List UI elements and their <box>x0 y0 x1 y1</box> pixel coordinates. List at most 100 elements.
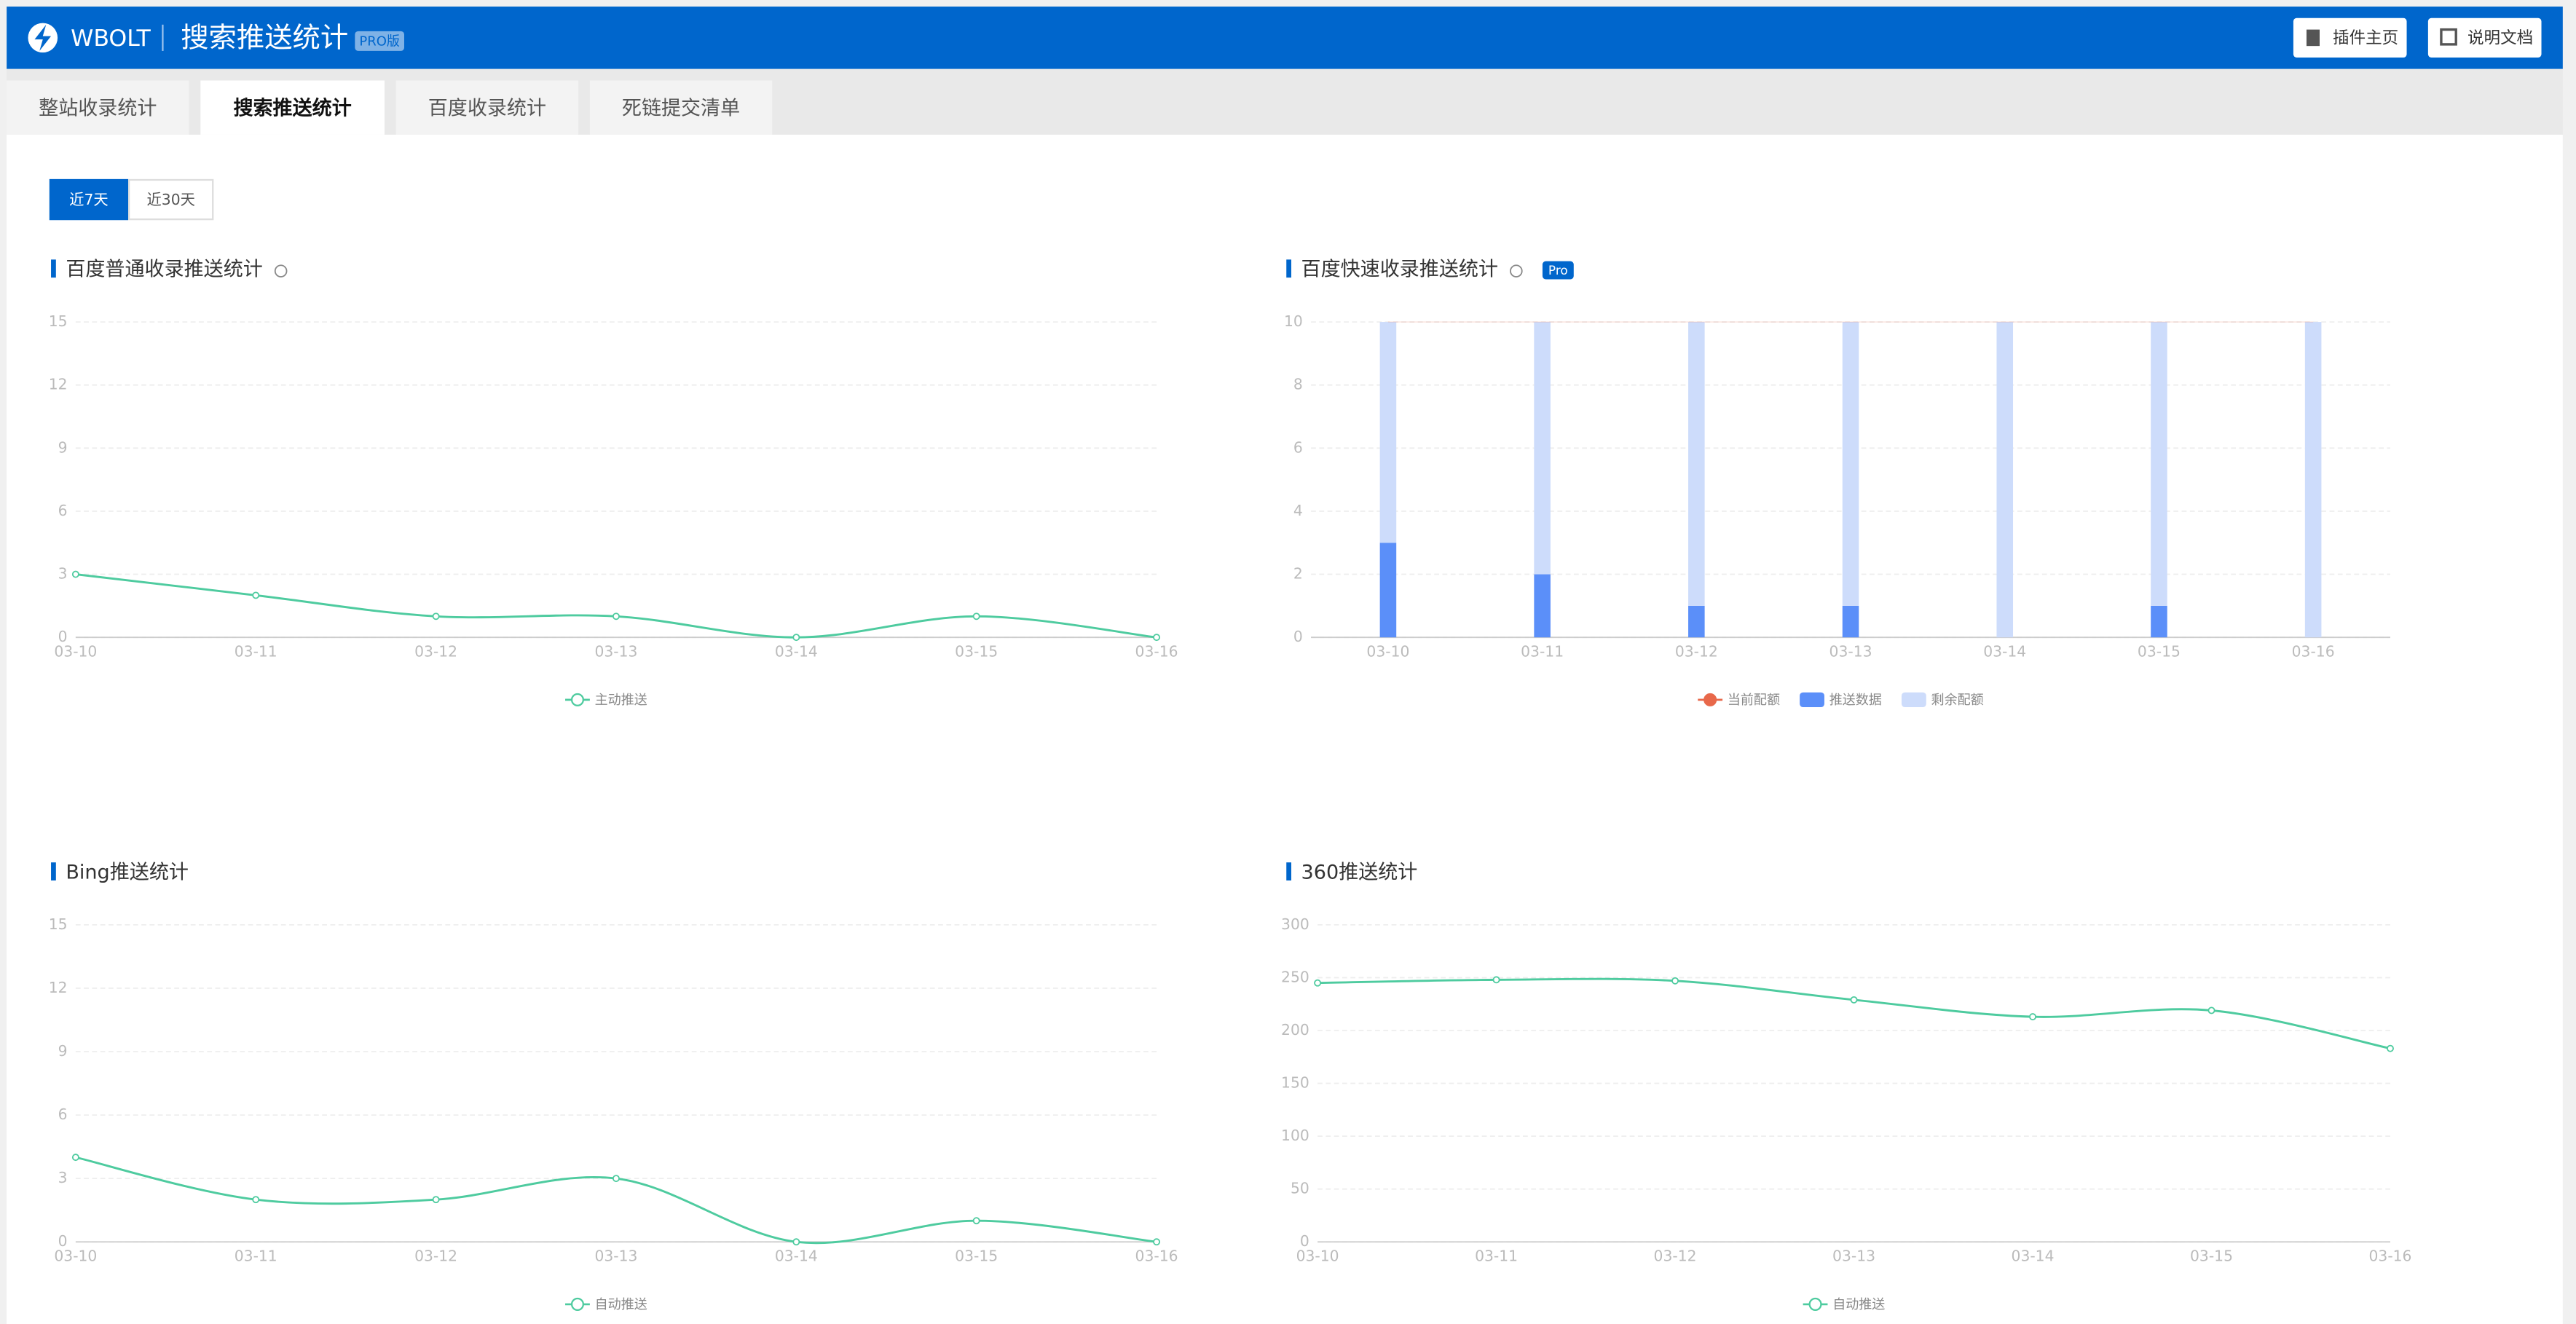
y-tick-label: 6 <box>1293 438 1303 456</box>
y-tick-label: 0 <box>58 628 68 645</box>
pro-badge-text: Pro <box>1548 263 1568 277</box>
y-tick-label: 300 <box>1281 915 1309 933</box>
chart-title: Bing推送统计 <box>66 861 189 883</box>
y-tick-label: 15 <box>49 312 68 330</box>
range-30-label[interactable]: 近30天 <box>146 191 194 208</box>
tab-label[interactable]: 搜索推送统计 <box>233 96 351 119</box>
title-marker <box>1286 259 1292 278</box>
y-tick-label: 9 <box>58 438 68 456</box>
legend-swatch <box>1800 692 1824 708</box>
y-tick-label: 0 <box>1293 628 1303 645</box>
plugin-home-button[interactable] <box>2293 17 2407 58</box>
bar <box>1379 543 1397 638</box>
help-icon <box>274 264 288 277</box>
tab-label[interactable]: 百度收录统计 <box>428 97 546 119</box>
pro-badge <box>355 31 404 51</box>
point <box>792 1238 800 1246</box>
y-tick-label: 3 <box>58 565 68 583</box>
x-tick-label: 03-16 <box>1135 1248 1178 1265</box>
y-tick-label: 200 <box>1281 1021 1309 1039</box>
x-tick-label: 03-12 <box>1675 642 1718 660</box>
range-7-label[interactable]: 近7天 <box>69 191 109 208</box>
bar <box>1688 322 1705 606</box>
legend-dot <box>1703 693 1717 706</box>
x-tick-label: 03-15 <box>2190 1248 2233 1265</box>
legend-dot <box>570 693 584 706</box>
x-tick-label: 03-12 <box>414 642 457 660</box>
y-tick-label: 0 <box>58 1232 68 1250</box>
tab[interactable] <box>200 80 385 135</box>
bar <box>2151 322 2167 606</box>
docs-icon <box>2440 28 2457 46</box>
tab[interactable] <box>395 80 579 135</box>
y-tick-label: 15 <box>49 915 68 933</box>
x-tick-label: 03-14 <box>775 642 818 660</box>
legend-label: 剩余配额 <box>1931 693 1984 708</box>
range-30-button[interactable] <box>128 178 214 221</box>
x-tick-label: 03-11 <box>1475 1248 1518 1265</box>
y-tick-label: 10 <box>1284 312 1303 330</box>
point <box>1671 977 1679 985</box>
y-tick-label: 250 <box>1281 968 1309 985</box>
y-tick-label: 8 <box>1293 376 1303 393</box>
tab-bar <box>7 68 2563 135</box>
point <box>432 612 440 620</box>
y-tick-label: 0 <box>1300 1232 1309 1250</box>
tab-label[interactable]: 死链提交清单 <box>622 97 740 119</box>
point <box>972 1217 980 1225</box>
x-tick-label: 03-12 <box>414 1248 457 1265</box>
logo-bolt <box>34 24 52 51</box>
bar <box>1996 322 2014 638</box>
title-marker <box>51 259 56 278</box>
point <box>792 634 800 642</box>
content <box>7 134 2563 1324</box>
tab-label[interactable]: 整站收录统计 <box>39 97 157 119</box>
pro-badge-text: PRO版 <box>359 34 400 50</box>
docs-label[interactable]: 说明文档 <box>2467 29 2533 48</box>
bar <box>1534 322 1551 575</box>
y-tick-label: 9 <box>58 1042 68 1060</box>
point <box>2387 1044 2394 1052</box>
title-marker <box>1286 862 1292 880</box>
point <box>1314 979 1322 987</box>
x-tick-label: 03-16 <box>1135 642 1178 660</box>
y-tick-label: 6 <box>58 1106 68 1123</box>
point <box>1492 976 1500 984</box>
x-tick-label: 03-11 <box>235 642 277 660</box>
bar <box>1842 322 1859 606</box>
x-tick-label: 03-11 <box>1521 642 1564 660</box>
point <box>2029 1013 2036 1021</box>
point <box>71 570 79 578</box>
tab[interactable] <box>589 80 773 135</box>
header-bar <box>7 7 2563 69</box>
legend-label: 推送数据 <box>1829 693 1882 708</box>
y-tick-label: 50 <box>1291 1180 1309 1197</box>
x-tick-label: 03-12 <box>1654 1248 1697 1265</box>
docs-button[interactable] <box>2427 17 2542 58</box>
chart-title: 360推送统计 <box>1301 861 1418 883</box>
x-tick-label: 03-10 <box>54 1248 97 1265</box>
bar <box>1688 605 1705 638</box>
point <box>252 1196 260 1204</box>
x-tick-label: 03-15 <box>955 1248 998 1265</box>
range-7-button[interactable] <box>49 178 129 221</box>
x-tick-label: 03-10 <box>54 642 97 660</box>
bar <box>1534 574 1551 638</box>
bar <box>1379 322 1397 543</box>
x-tick-label: 03-13 <box>1832 1248 1875 1265</box>
x-tick-label: 03-11 <box>235 1248 277 1265</box>
y-tick-label: 12 <box>49 376 68 393</box>
plugin-home-label[interactable]: 插件主页 <box>2333 29 2398 48</box>
legend-dot <box>570 1297 584 1311</box>
x-tick-label: 03-13 <box>1829 642 1872 660</box>
legend-label: 当前配额 <box>1728 693 1780 708</box>
y-tick-label: 2 <box>1293 565 1303 583</box>
x-tick-label: 03-10 <box>1366 642 1409 660</box>
bar <box>2304 322 2322 638</box>
y-tick-label: 150 <box>1281 1074 1309 1092</box>
x-tick-label: 03-15 <box>955 642 998 660</box>
tab[interactable] <box>7 80 189 135</box>
point <box>252 591 260 599</box>
chart-title: 百度普通收录推送统计 <box>66 259 262 281</box>
title-marker <box>51 862 56 880</box>
